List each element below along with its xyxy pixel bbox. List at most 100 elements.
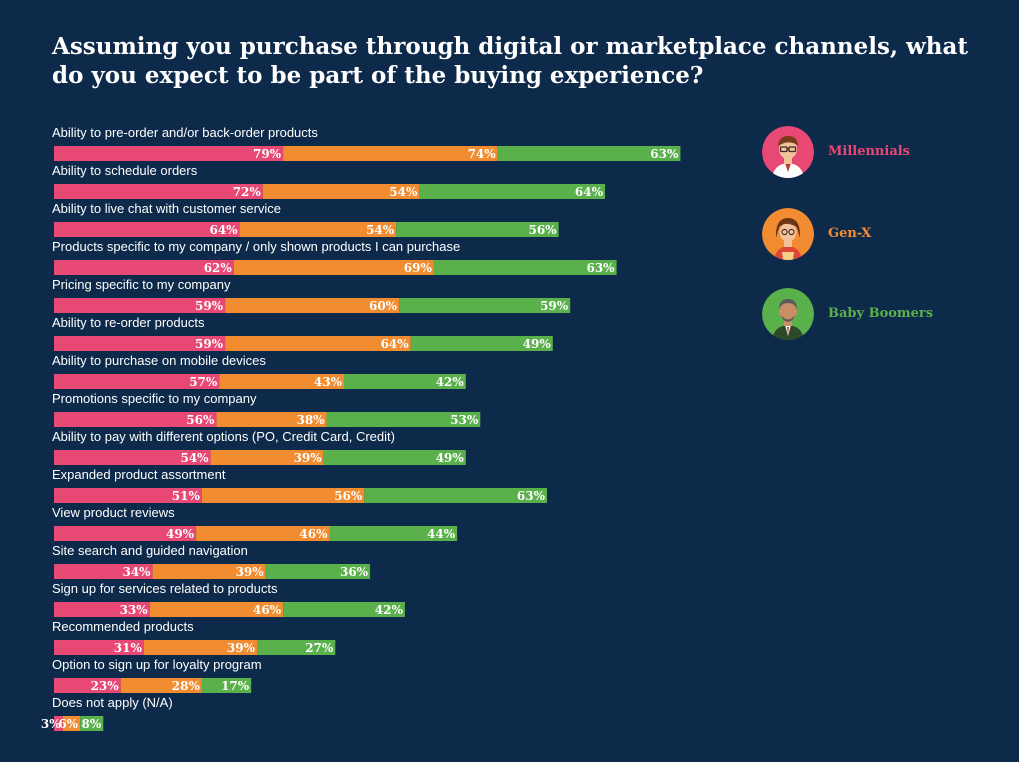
stacked-bar-chart: Ability to pre-order and/or back-order p…: [41, 125, 681, 731]
bar-segment-baby-boomers: [364, 488, 547, 503]
bar-segment-gen-x: [201, 488, 365, 503]
millennial-avatar-icon: [762, 126, 814, 178]
bar-segment-gen-x: [225, 336, 411, 351]
data-label-gen-x: 38%: [296, 413, 325, 427]
data-label-gen-x: 28%: [172, 679, 201, 693]
data-label-baby-boomers: 8%: [82, 717, 102, 731]
bar-segment-millennials: [54, 488, 202, 503]
data-label-millennials: 33%: [120, 603, 149, 617]
data-label-millennials: 51%: [172, 489, 201, 503]
bar-segment-gen-x: [149, 602, 284, 617]
data-label-baby-boomers: 63%: [586, 261, 615, 275]
data-label-baby-boomers: 63%: [517, 489, 546, 503]
bar-segment-gen-x: [210, 450, 324, 465]
data-label-millennials: 34%: [122, 565, 151, 579]
legend-label-genx: Gen-X: [828, 226, 872, 241]
category-label: Sign up for services related to products: [52, 581, 278, 596]
bar-segment-baby-boomers: [329, 526, 458, 541]
bar-segment-baby-boomers: [326, 412, 481, 427]
bar-segment-baby-boomers: [410, 336, 553, 351]
data-label-millennials: 49%: [166, 527, 195, 541]
category-label: Option to sign up for loyalty program: [52, 657, 262, 672]
data-label-gen-x: 39%: [294, 451, 323, 465]
data-label-baby-boomers: 59%: [540, 299, 569, 313]
bar-segment-gen-x: [262, 184, 420, 199]
data-label-baby-boomers: 44%: [427, 527, 456, 541]
bar-segment-millennials: [54, 336, 226, 351]
data-label-gen-x: 43%: [314, 375, 343, 389]
data-label-baby-boomers: 64%: [575, 185, 604, 199]
bar-segment-baby-boomers: [265, 564, 371, 579]
category-label: Expanded product assortment: [52, 467, 226, 482]
category-label: View product reviews: [52, 505, 175, 520]
category-label: Ability to pre-order and/or back-order p…: [52, 125, 318, 140]
bar-segment-millennials: [54, 374, 220, 389]
data-label-gen-x: 6%: [58, 717, 78, 731]
bar-segment-millennials: [54, 184, 263, 199]
boomer-avatar-icon: [762, 288, 814, 340]
bar-segment-gen-x: [143, 640, 257, 655]
data-label-gen-x: 56%: [334, 489, 363, 503]
bar-segment-millennials: [54, 450, 211, 465]
data-label-millennials: 72%: [233, 185, 262, 199]
bar-segment-millennials: [54, 564, 153, 579]
data-label-gen-x: 60%: [369, 299, 398, 313]
data-label-baby-boomers: 42%: [436, 375, 465, 389]
bar-segment-millennials: [54, 222, 240, 237]
bar-segment-baby-boomers: [283, 602, 405, 617]
bar-segment-gen-x: [219, 374, 344, 389]
bar-segment-baby-boomers: [80, 716, 104, 731]
category-label: Ability to live chat with customer servi…: [52, 201, 281, 216]
data-label-millennials: 64%: [209, 223, 238, 237]
bar-segment-gen-x: [283, 146, 498, 161]
data-label-baby-boomers: 17%: [221, 679, 250, 693]
bar-segment-millennials: [54, 526, 197, 541]
data-label-baby-boomers: 49%: [523, 337, 552, 351]
bar-segment-millennials: [54, 716, 63, 731]
data-label-baby-boomers: 56%: [528, 223, 557, 237]
bar-segment-baby-boomers: [257, 640, 336, 655]
category-label: Ability to re-order products: [52, 315, 205, 330]
bar-segment-millennials: [54, 602, 150, 617]
data-label-baby-boomers: 42%: [375, 603, 404, 617]
data-label-baby-boomers: 63%: [650, 147, 679, 161]
chart-title: Assuming you purchase through digital or…: [52, 33, 969, 89]
category-label: Ability to pay with different options (P…: [52, 429, 395, 444]
bar-segment-gen-x: [239, 222, 397, 237]
legend-label-millennials: Millennials: [828, 144, 910, 159]
bar-segment-gen-x: [120, 678, 202, 693]
bar-segment-gen-x: [225, 298, 400, 313]
bar-segment-millennials: [54, 640, 144, 655]
category-label: Does not apply (N/A): [52, 695, 173, 710]
data-label-millennials: 3%: [41, 717, 61, 731]
legend-label-boomers: Baby Boomers: [828, 306, 934, 321]
data-label-gen-x: 46%: [299, 527, 328, 541]
data-label-gen-x: 39%: [227, 641, 256, 655]
bar-segment-gen-x: [196, 526, 330, 541]
bar-segment-baby-boomers: [344, 374, 466, 389]
data-label-millennials: 31%: [114, 641, 143, 655]
data-label-gen-x: 69%: [404, 261, 433, 275]
category-label: Ability to purchase on mobile devices: [52, 353, 266, 368]
bar-segment-baby-boomers: [419, 184, 605, 199]
data-label-baby-boomers: 27%: [305, 641, 334, 655]
category-label: Ability to schedule orders: [52, 163, 198, 178]
bar-segment-baby-boomers: [433, 260, 617, 275]
bar-segment-baby-boomers: [323, 450, 466, 465]
bar-segment-gen-x: [233, 260, 434, 275]
data-label-gen-x: 46%: [253, 603, 282, 617]
bar-segment-baby-boomers: [399, 298, 571, 313]
category-label: Pricing specific to my company: [52, 277, 231, 292]
category-label: Products specific to my company / only s…: [52, 239, 460, 254]
data-label-millennials: 79%: [253, 147, 282, 161]
data-label-millennials: 62%: [204, 261, 233, 275]
data-label-baby-boomers: 36%: [340, 565, 369, 579]
bar-segment-millennials: [54, 412, 217, 427]
data-label-gen-x: 39%: [236, 565, 265, 579]
bar-segment-millennials: [54, 678, 121, 693]
data-label-baby-boomers: 49%: [436, 451, 465, 465]
data-label-baby-boomers: 53%: [450, 413, 479, 427]
bar-segment-baby-boomers: [497, 146, 681, 161]
data-label-millennials: 57%: [189, 375, 218, 389]
data-label-gen-x: 64%: [381, 337, 410, 351]
